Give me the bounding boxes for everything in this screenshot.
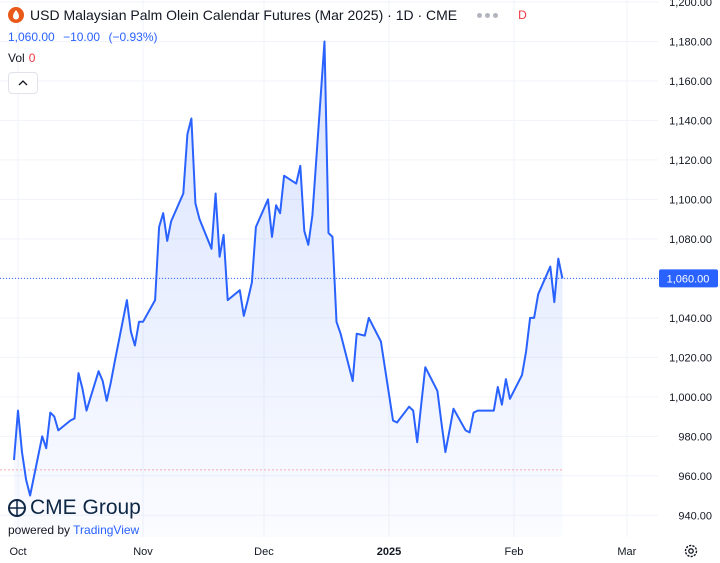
last-price-label-text: 1,060.00 [667, 273, 710, 285]
price-change-pct: (−0.93%) [108, 30, 158, 44]
cme-globe-icon [8, 499, 26, 517]
x-tick-label: 2025 [377, 546, 401, 558]
chart-header: USD Malaysian Palm Olein Calendar Future… [8, 7, 527, 23]
volume-label: Vol [8, 51, 25, 65]
y-tick-label: 1,080.00 [669, 234, 712, 246]
chevron-up-icon [18, 80, 28, 86]
more-dots-icon[interactable] [477, 12, 499, 18]
x-tick-label: Feb [504, 546, 523, 558]
powered-by-label: powered by [8, 523, 71, 537]
y-tick-label: 1,040.00 [669, 313, 712, 325]
tradingview-label: TradingView [73, 523, 140, 537]
price-area [14, 41, 563, 537]
y-tick-label: 1,020.00 [669, 352, 712, 364]
x-tick-label: Dec [254, 546, 274, 558]
symbol-title[interactable]: USD Malaysian Palm Olein Calendar Future… [30, 7, 458, 23]
y-tick-label: 1,100.00 [669, 194, 712, 206]
flame-drop-icon [8, 7, 24, 23]
y-tick-label: 1,180.00 [669, 36, 712, 48]
x-axis[interactable]: Oct Nov Dec 2025 Feb Mar [9, 546, 636, 558]
volume-readout: Vol 0 [8, 51, 35, 65]
y-tick-label: 1,160.00 [669, 76, 712, 88]
logo-text: CME Group [30, 496, 141, 519]
x-tick-label: Mar [617, 546, 636, 558]
status-badge: D [518, 8, 527, 22]
collapse-legend-button[interactable] [8, 72, 38, 94]
last-price: 1,060.00 [8, 30, 55, 44]
y-tick-label: 1,200.00 [669, 0, 712, 9]
cme-logo[interactable]: CME Group powered by TradingView [8, 496, 141, 537]
y-tick-label: 980.00 [678, 431, 712, 443]
y-axis[interactable]: 1,200.00 1,180.00 1,160.00 1,140.00 1,120.00… [669, 0, 712, 522]
volume-value: 0 [28, 51, 36, 65]
x-tick-label: Nov [133, 546, 153, 558]
y-tick-label: 1,000.00 [669, 392, 712, 404]
y-tick-label: 1,120.00 [669, 155, 712, 167]
last-price-label: 1,060.00 [659, 269, 718, 288]
x-tick-label: Oct [9, 546, 26, 558]
y-tick-label: 940.00 [678, 510, 712, 522]
y-tick-label: 960.00 [678, 471, 712, 483]
last-price-label-bg [659, 269, 718, 288]
y-tick-label: 1,140.00 [669, 115, 712, 127]
gear-icon[interactable] [683, 543, 699, 559]
price-line [13, 40, 564, 497]
price-readout: 1,060.00 −10.00 (−0.93%) [8, 30, 162, 44]
price-change: −10.00 [63, 30, 101, 44]
